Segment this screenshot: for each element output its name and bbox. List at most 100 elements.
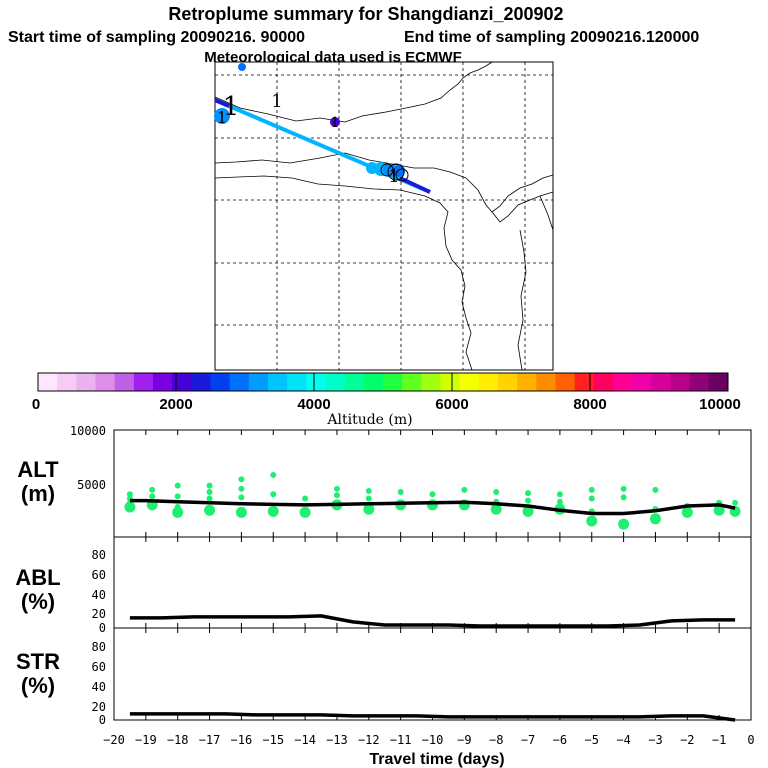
colorbar-tick: 8000 xyxy=(573,396,606,413)
altitude-cluster-dot xyxy=(206,482,213,489)
colorbar-cell xyxy=(229,373,250,391)
altitude-cluster-dot xyxy=(652,486,659,493)
colorbar-cell xyxy=(440,373,461,391)
str-panel-label: STR xyxy=(16,649,60,674)
str-ytick-label: 20 xyxy=(92,700,106,714)
abl-ytick-label: 0 xyxy=(99,621,106,635)
release-marker-label: 1 xyxy=(331,115,340,131)
colorbar-cell xyxy=(498,373,518,391)
colorbar-cell xyxy=(57,373,77,391)
altitude-cluster-dot xyxy=(206,489,213,496)
altitude-cluster-dot xyxy=(270,471,277,478)
altitude-cluster-dot xyxy=(149,486,156,493)
colorbar-cell xyxy=(421,373,441,391)
altitude-cluster-dot xyxy=(365,495,372,502)
x-tick-label: −4 xyxy=(616,733,630,747)
altitude-cluster-dot xyxy=(365,487,372,494)
x-tick-label: −15 xyxy=(262,733,284,747)
colorbar-cell xyxy=(114,373,135,391)
colorbar-cell xyxy=(153,373,173,391)
release-marker-label: 1 xyxy=(271,91,282,112)
plume-cluster-marker xyxy=(214,108,230,124)
colorbar-cell xyxy=(133,373,154,391)
altitude-cluster-dot xyxy=(174,493,181,500)
x-tick-label: −3 xyxy=(648,733,662,747)
altitude-cluster-dot xyxy=(649,513,661,525)
colorbar-frame xyxy=(37,372,729,392)
x-axis-label: Travel time (days) xyxy=(369,751,504,768)
altitude-cluster-dot xyxy=(126,491,133,498)
release-marker-label: 1 xyxy=(217,108,227,127)
x-tick-label: −6 xyxy=(553,733,567,747)
abl-ytick-label: 20 xyxy=(92,607,106,621)
colorbar-cell xyxy=(325,373,346,391)
colorbar-tick: 10000 xyxy=(699,396,741,413)
panel-abl-frame xyxy=(113,536,752,629)
colorbar-tick: 4000 xyxy=(297,396,330,413)
colorbar-cell xyxy=(536,373,556,391)
str-panel-unit: (%) xyxy=(21,673,55,698)
figure-title: Retroplume summary for Shangdianzi_20090… xyxy=(168,4,563,24)
colorbar-cell xyxy=(38,373,58,391)
plume-cluster-marker xyxy=(330,117,340,127)
colorbar-cell xyxy=(574,373,595,391)
altitude-cluster-dot xyxy=(299,506,311,518)
x-tick-label: 0 xyxy=(747,733,754,747)
colorbar-cell xyxy=(459,373,480,391)
str-ytick-label: 40 xyxy=(92,680,106,694)
release-marker-label: 1 xyxy=(388,166,399,187)
colorbar-cell xyxy=(517,373,537,391)
colorbar-tick: 2000 xyxy=(159,396,192,413)
altitude-cluster-dot xyxy=(238,485,245,492)
colorbar-cell xyxy=(689,373,710,391)
str-ytick-label: 80 xyxy=(92,640,106,654)
x-tick-label: −17 xyxy=(199,733,221,747)
x-tick-label: −14 xyxy=(294,733,316,747)
altitude-cluster-dot xyxy=(461,486,468,493)
altitude-cluster-dot xyxy=(363,503,375,515)
abl-panel-unit: (%) xyxy=(21,589,55,614)
colorbar-cell xyxy=(191,373,211,391)
altitude-cluster-dot xyxy=(525,497,532,504)
panel-str-frame xyxy=(113,627,752,721)
abl-panel-label: ABL xyxy=(15,565,60,590)
altitude-colorbar: 0 2000 4000 6000 8000 10000 Altitude (m) xyxy=(32,372,741,428)
colorbar-cell xyxy=(306,373,326,391)
map-frame xyxy=(214,61,554,371)
altitude-cluster-dot xyxy=(588,486,595,493)
end-time-label: End time of sampling 20090216.120000 xyxy=(404,29,699,46)
start-time-label: Start time of sampling 20090216. 90000 xyxy=(8,29,305,46)
map-coastlines xyxy=(214,61,554,371)
altitude-cluster-dot xyxy=(525,490,532,497)
altitude-cluster-dot xyxy=(270,491,277,498)
altitude-cluster-dot xyxy=(493,489,500,496)
altitude-cluster-dot xyxy=(204,504,216,516)
series-line-2 xyxy=(129,712,736,722)
time-series-panels: ALT (m) ABL (%) STR (%) 10000 5000 80 60… xyxy=(15,424,754,768)
plume-cluster-marker xyxy=(383,163,397,177)
altitude-cluster-dot xyxy=(681,506,693,518)
x-tick-label: −16 xyxy=(231,733,253,747)
altitude-cluster-dot xyxy=(124,501,136,513)
altitude-cluster-dot xyxy=(206,495,213,502)
colorbar-cell xyxy=(76,373,96,391)
altitude-cluster-dot xyxy=(174,482,181,489)
colorbar-cell xyxy=(344,373,365,391)
plume-track-tail xyxy=(214,98,230,108)
altitude-cluster-dot xyxy=(620,485,627,492)
altitude-cluster-dot xyxy=(238,476,245,483)
colorbar-dividers xyxy=(175,373,591,391)
x-tick-label: −13 xyxy=(326,733,348,747)
x-tick-label: −8 xyxy=(489,733,503,747)
x-tick-label: −2 xyxy=(680,733,694,747)
str-ytick-label: 60 xyxy=(92,660,106,674)
x-tick-label: −18 xyxy=(167,733,189,747)
altitude-cluster-dot xyxy=(172,506,184,518)
plume-track-line xyxy=(214,98,431,194)
colorbar-cell xyxy=(172,373,192,391)
colorbar-tick: 6000 xyxy=(435,396,468,413)
altitude-cluster-dot xyxy=(588,495,595,502)
x-tick-label: −9 xyxy=(457,733,471,747)
altitude-cluster-dot xyxy=(556,491,563,498)
